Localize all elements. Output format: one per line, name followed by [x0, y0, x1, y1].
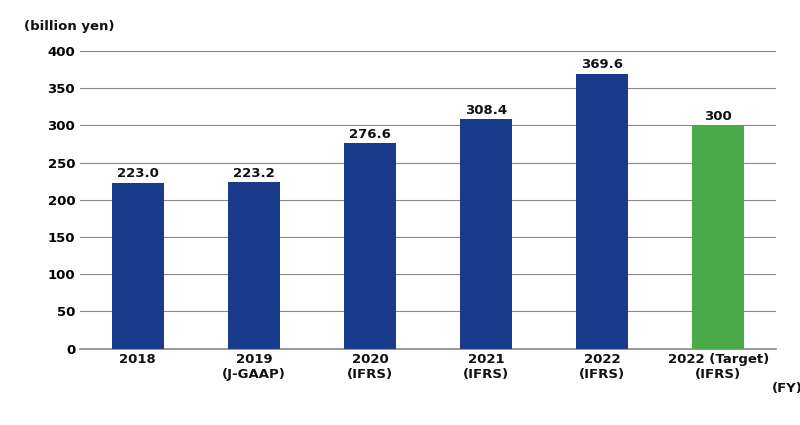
- Text: 300: 300: [704, 110, 732, 123]
- Bar: [228, 182, 280, 348]
- Text: 308.4: 308.4: [465, 104, 507, 117]
- Bar: [576, 74, 628, 348]
- Text: 369.6: 369.6: [581, 58, 623, 71]
- Text: 223.2: 223.2: [233, 167, 274, 180]
- Text: (FY): (FY): [772, 382, 800, 395]
- Bar: [692, 125, 744, 348]
- Bar: [112, 183, 164, 348]
- Text: (billion yen): (billion yen): [24, 20, 115, 33]
- Bar: [460, 119, 512, 348]
- Text: 223.0: 223.0: [117, 167, 158, 180]
- Bar: [344, 143, 396, 348]
- Text: 276.6: 276.6: [349, 128, 391, 141]
